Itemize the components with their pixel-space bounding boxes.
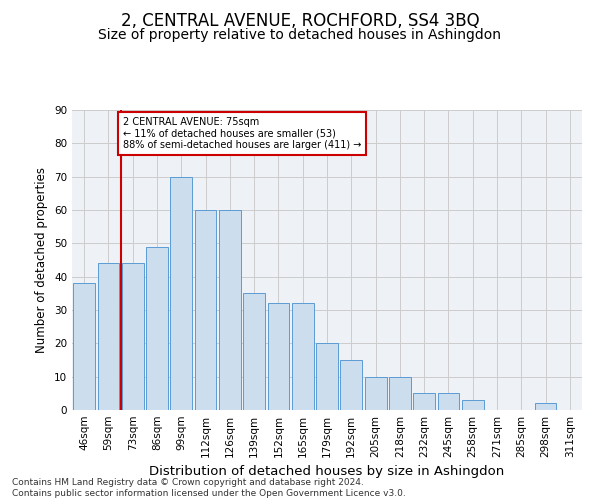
Bar	[268, 304, 289, 410]
Bar	[413, 394, 435, 410]
Bar	[389, 376, 411, 410]
Bar	[316, 344, 338, 410]
Bar	[194, 210, 217, 410]
Bar	[535, 404, 556, 410]
Bar	[170, 176, 192, 410]
Bar	[243, 294, 265, 410]
X-axis label: Distribution of detached houses by size in Ashingdon: Distribution of detached houses by size …	[149, 466, 505, 478]
Bar	[73, 284, 95, 410]
Bar	[122, 264, 143, 410]
Bar	[365, 376, 386, 410]
Bar	[219, 210, 241, 410]
Text: 2 CENTRAL AVENUE: 75sqm
← 11% of detached houses are smaller (53)
88% of semi-de: 2 CENTRAL AVENUE: 75sqm ← 11% of detache…	[123, 116, 361, 150]
Bar	[340, 360, 362, 410]
Bar	[292, 304, 314, 410]
Text: Size of property relative to detached houses in Ashingdon: Size of property relative to detached ho…	[98, 28, 502, 42]
Text: 2, CENTRAL AVENUE, ROCHFORD, SS4 3BQ: 2, CENTRAL AVENUE, ROCHFORD, SS4 3BQ	[121, 12, 479, 30]
Bar	[146, 246, 168, 410]
Y-axis label: Number of detached properties: Number of detached properties	[35, 167, 49, 353]
Text: Contains HM Land Registry data © Crown copyright and database right 2024.
Contai: Contains HM Land Registry data © Crown c…	[12, 478, 406, 498]
Bar	[462, 400, 484, 410]
Bar	[97, 264, 119, 410]
Bar	[437, 394, 460, 410]
